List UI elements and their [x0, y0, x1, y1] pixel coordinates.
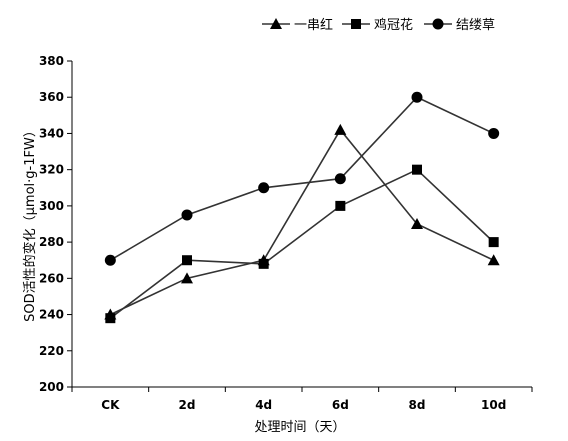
data-point	[258, 258, 269, 269]
y-tick-label: 200	[39, 380, 64, 394]
y-tick-label: 320	[39, 163, 64, 177]
data-point	[258, 182, 270, 194]
x-tick-label: 2d	[179, 398, 196, 412]
data-point	[412, 164, 422, 175]
y-tick-label: 280	[39, 235, 64, 249]
data-point	[488, 127, 500, 139]
series-line	[109, 128, 495, 316]
x-axis: CK 2d 4d 6d 8d 10d	[71, 386, 533, 412]
data-point	[488, 237, 499, 248]
y-tick-label: 360	[39, 90, 64, 104]
y-tick-label: 260	[39, 271, 64, 285]
y-axis: 200 220 240 260 280 300 320 340 360 380	[39, 54, 73, 394]
data-point	[334, 173, 346, 185]
data-point	[181, 272, 193, 284]
legend-label: 鸡冠花	[374, 17, 413, 33]
y-tick-label: 380	[39, 54, 64, 68]
y-tick-label: 240	[39, 308, 64, 322]
y-tick-label: 340	[39, 126, 64, 140]
data-point	[105, 313, 116, 324]
y-tick-label: 300	[39, 199, 64, 213]
x-axis-title: 处理时间（天）	[254, 420, 345, 435]
legend-entry: 结缕草	[424, 18, 495, 33]
series-layer	[104, 91, 500, 324]
y-axis-title: SOD活性的变化（μmol·g-1FW）	[22, 124, 38, 322]
data-point	[411, 218, 423, 229]
legend-label: 结缕草	[456, 18, 495, 33]
legend-marker	[351, 19, 361, 29]
data-point	[411, 91, 423, 103]
series-line	[109, 168, 495, 319]
x-tick-label: 8d	[409, 398, 426, 412]
data-point	[335, 200, 346, 211]
legend-marker	[270, 18, 282, 29]
x-tick-label: CK	[101, 398, 120, 412]
legend-entry: 一串红	[262, 17, 333, 33]
data-point	[104, 254, 116, 266]
legend-label: 一串红	[294, 17, 333, 33]
y-tick-label: 220	[39, 344, 64, 358]
series-square	[105, 164, 499, 324]
x-tick-label: 4d	[255, 398, 272, 412]
data-point	[487, 254, 500, 266]
x-tick-label: 10d	[481, 398, 506, 412]
data-point	[181, 209, 193, 221]
legend-marker	[432, 18, 444, 30]
series-triangle	[104, 123, 500, 320]
series-line	[109, 96, 495, 261]
x-tick-label: 6d	[332, 398, 349, 412]
data-point	[182, 255, 192, 266]
legend-entry: 鸡冠花	[342, 17, 413, 33]
series-circle	[104, 91, 500, 266]
legend: 一串红 鸡冠花 结缕草	[262, 17, 495, 33]
data-point	[334, 123, 347, 135]
